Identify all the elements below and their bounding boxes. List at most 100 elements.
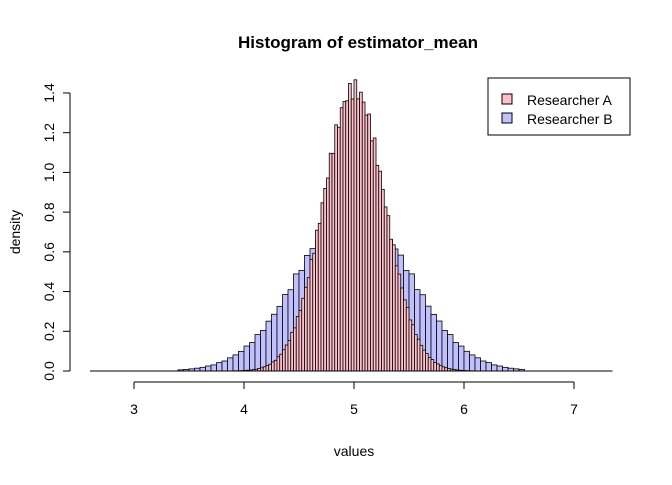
histogram-bar — [448, 335, 454, 371]
histogram-bar — [428, 358, 431, 371]
histogram-bar — [406, 307, 409, 371]
histogram-bar — [390, 239, 393, 371]
histogram-bar — [379, 171, 382, 371]
histogram-bar — [382, 189, 385, 371]
histogram-bar — [420, 345, 423, 371]
histogram-bar — [346, 101, 349, 371]
histogram-bar — [222, 361, 228, 371]
histogram-bar — [492, 365, 498, 371]
histogram-bar — [409, 320, 412, 371]
histogram-bar — [294, 328, 297, 371]
histogram-bar — [239, 351, 245, 371]
histogram-bar — [486, 363, 492, 371]
y-tick-label: 0.0 — [41, 361, 57, 381]
y-tick-label: 1.2 — [41, 123, 57, 143]
x-axis-label: values — [334, 443, 374, 459]
histogram-bar — [442, 331, 448, 371]
histogram-bar — [272, 362, 275, 371]
histogram-bar — [299, 310, 302, 371]
histogram-bar — [423, 350, 426, 371]
y-tick-label: 0.8 — [41, 202, 57, 222]
x-tick-label: 4 — [240, 401, 248, 417]
histogram-bar — [206, 366, 212, 371]
histogram-bar — [313, 253, 316, 371]
histogram-bar — [324, 188, 327, 371]
y-tick-label: 0.2 — [41, 321, 57, 341]
histogram-bar — [442, 367, 445, 371]
x-tick-label: 6 — [460, 401, 468, 417]
histogram-bar — [327, 178, 330, 371]
histogram-bar — [250, 343, 256, 371]
histogram-bar — [263, 367, 266, 371]
histogram-bar — [431, 360, 434, 371]
histogram-bar — [200, 367, 206, 371]
histogram-bar — [340, 108, 343, 371]
histogram-bar — [261, 330, 267, 371]
histogram-bar — [373, 138, 376, 371]
histogram-bar — [497, 366, 503, 371]
histogram-bar — [481, 361, 487, 371]
histogram-bar — [318, 223, 321, 371]
histogram-bar — [434, 362, 437, 371]
histogram-bar — [503, 367, 509, 371]
histogram-bar — [217, 363, 223, 371]
histogram-bar — [329, 153, 332, 371]
histogram-bar — [384, 207, 387, 371]
y-tick-label: 1.4 — [41, 83, 57, 103]
histogram-bar — [269, 364, 272, 371]
histogram-bar — [437, 364, 440, 371]
histogram-bar — [283, 350, 286, 371]
histogram-bar — [296, 317, 299, 371]
y-tick-label: 0.6 — [41, 242, 57, 262]
histogram-bar — [437, 321, 443, 371]
y-tick-label: 0.4 — [41, 282, 57, 302]
histogram-bar — [393, 245, 396, 371]
histogram-bar — [459, 346, 465, 371]
histogram-bar — [415, 335, 418, 371]
histogram-bar — [288, 340, 291, 371]
legend-label-researcher-b: Researcher B — [527, 111, 613, 127]
histogram-bar — [285, 345, 288, 371]
histogram-bar — [244, 346, 250, 371]
histogram-bar — [316, 230, 319, 371]
histogram-bar — [280, 354, 283, 371]
histogram-bar — [453, 343, 459, 371]
histogram-bar — [360, 92, 363, 371]
legend-label-researcher-a: Researcher A — [527, 92, 612, 108]
histogram-bar — [362, 102, 365, 371]
histogram-bar — [255, 335, 261, 371]
histogram-bar — [343, 102, 346, 371]
histogram-bar — [349, 83, 352, 371]
histogram-bar — [266, 366, 269, 371]
histogram-bar — [228, 358, 234, 371]
y-tick-label: 1.0 — [41, 162, 57, 182]
histogram-bar — [277, 357, 280, 371]
histogram-bar — [351, 99, 354, 371]
histogram-bar — [404, 300, 407, 371]
histogram-bar — [291, 332, 294, 371]
histogram-bar — [398, 274, 401, 371]
histogram-bar — [376, 165, 379, 371]
chart-title: Histogram of estimator_mean — [238, 33, 478, 52]
legend-swatch-researcher-a — [502, 94, 512, 104]
histogram-bar — [368, 114, 371, 371]
y-axis-label: density — [7, 210, 23, 254]
legend: Researcher A Researcher B — [488, 78, 630, 135]
histogram-bar — [395, 266, 398, 371]
histogram-bar — [302, 298, 305, 371]
x-tick-label: 5 — [350, 401, 358, 417]
histogram-bar — [332, 153, 335, 371]
histogram-bar — [354, 80, 357, 371]
histogram-bar — [211, 365, 217, 371]
histogram-bar — [365, 115, 368, 371]
histogram-bar — [321, 203, 324, 371]
histogram-bar — [266, 321, 272, 371]
series-a-bars — [211, 80, 492, 371]
legend-swatch-researcher-b — [502, 113, 512, 123]
histogram-bar — [426, 353, 429, 371]
histogram-bar — [338, 127, 341, 371]
histogram-bar — [335, 125, 338, 371]
histogram-bar — [357, 99, 360, 371]
